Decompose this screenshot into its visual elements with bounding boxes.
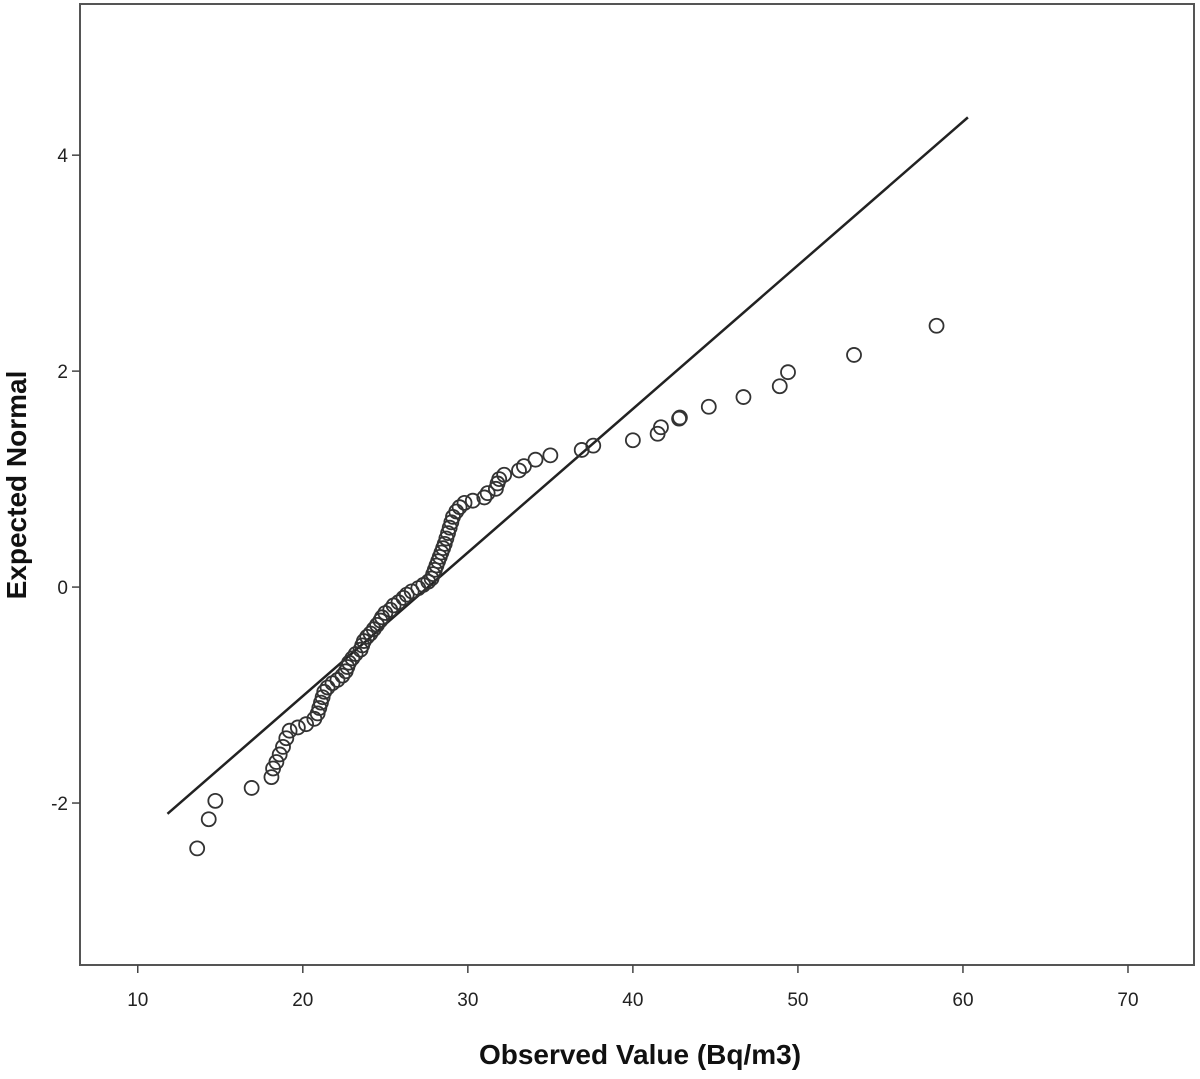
data-point — [771, 378, 788, 395]
data-point — [298, 716, 315, 733]
data-point — [319, 679, 336, 696]
y-tick-label: -2 — [51, 794, 68, 815]
data-point — [672, 409, 688, 426]
x-tick-label: 50 — [787, 990, 808, 1011]
data-point — [496, 466, 513, 483]
data-point — [329, 672, 346, 688]
data-point — [928, 317, 945, 334]
data-point — [456, 494, 473, 511]
x-tick-label: 70 — [1117, 990, 1138, 1011]
data-point — [735, 389, 752, 405]
data-point — [653, 419, 669, 436]
data-points — [189, 317, 945, 857]
data-point — [479, 485, 496, 502]
reference-line — [166, 116, 969, 815]
data-point — [316, 683, 333, 700]
x-axis-ticks: 10 20 30 40 50 60 70 — [127, 965, 1139, 1011]
data-point — [207, 792, 224, 809]
data-point — [542, 447, 559, 464]
data-point — [846, 347, 862, 363]
data-point — [448, 503, 465, 520]
data-point — [281, 722, 298, 739]
data-point — [344, 650, 361, 667]
y-tick-label: 2 — [57, 362, 68, 383]
data-point — [243, 780, 260, 796]
data-point — [516, 458, 532, 475]
data-point — [464, 492, 481, 509]
data-point — [476, 489, 493, 506]
plot-frame — [79, 3, 1195, 966]
data-point — [624, 432, 641, 449]
data-point — [700, 398, 717, 415]
x-axis-title: Observed Value (Bq/m3) — [479, 1039, 801, 1070]
data-point — [289, 719, 306, 736]
x-tick-label: 30 — [457, 990, 478, 1011]
data-point — [491, 471, 508, 488]
y-axis-title: Expected Normal — [1, 371, 32, 600]
data-point — [451, 499, 468, 516]
data-point — [271, 746, 288, 763]
x-tick-label: 40 — [622, 990, 643, 1011]
data-point — [780, 364, 796, 381]
data-point — [268, 754, 285, 770]
data-point — [200, 811, 217, 828]
data-point — [511, 462, 527, 479]
data-point — [585, 437, 602, 454]
data-point — [527, 451, 544, 468]
data-point — [263, 769, 280, 786]
data-point — [275, 738, 291, 755]
x-tick-label: 20 — [292, 990, 313, 1011]
data-point — [189, 840, 206, 857]
y-axis-ticks: -2 0 2 4 — [51, 146, 80, 815]
y-tick-label: 4 — [57, 146, 68, 167]
data-point — [334, 667, 351, 684]
x-tick-label: 60 — [952, 990, 973, 1011]
x-tick-label: 10 — [127, 990, 148, 1011]
y-tick-label: 0 — [57, 578, 68, 599]
data-point — [278, 730, 295, 747]
